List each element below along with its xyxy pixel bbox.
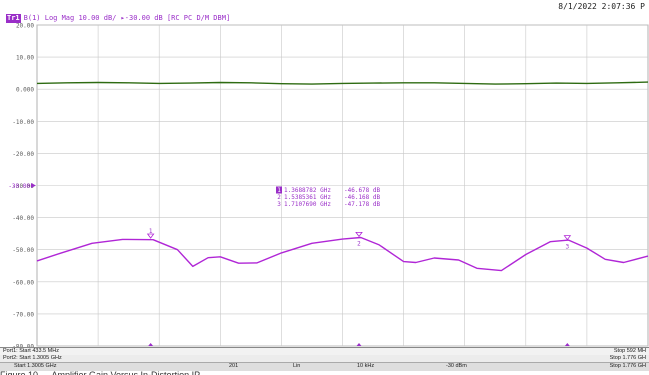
datetime-readout: 8/1/2022 2:07:36 P — [558, 2, 645, 11]
marker-table-value: -46.678 dB — [344, 187, 381, 194]
marker-table-value: -47.178 dB — [344, 201, 381, 208]
marker-triangle — [355, 231, 363, 238]
port1-start: Port1: Start 433.5 MHz — [3, 348, 59, 354]
trace-header[interactable]: Tr1 B(1) Log Mag 10.00 dB/ ▸-30.00 dB [R… — [6, 13, 230, 23]
sweep-points: 201 — [229, 363, 239, 369]
footer-sweep-row: Start 1.3005 GHz 201 Lin 10 kHz -30 dBm … — [0, 362, 649, 371]
marker-table-active-highlight — [276, 186, 282, 194]
port1-stop: Stop 592 MH — [613, 348, 646, 354]
marker-triangle — [563, 235, 572, 241]
marker-table-frequency: 1.5385361 GHz — [284, 194, 331, 201]
sweep-scale: Lin — [293, 363, 301, 369]
footer-port2-row: Port2: Start 1.3005 GHz Stop 1.776 GH — [0, 355, 649, 362]
y-tick-label: -30.00 — [12, 183, 34, 190]
marker-table-id: 1 — [277, 187, 281, 194]
marker-axis-indicator — [148, 343, 154, 346]
reference-level-arrow — [31, 183, 36, 188]
marker-table-frequency: 1.7107690 GHz — [284, 201, 331, 208]
port2-stop: Stop 1.776 GH — [609, 355, 646, 361]
sweep-start: Start 1.3005 GHz — [14, 363, 57, 369]
marker-label: 3 — [566, 244, 570, 251]
marker-axis-indicator — [356, 343, 362, 346]
reference-level-label: -30.00 — [8, 183, 30, 190]
marker-triangle — [146, 233, 155, 239]
sweep-power: -30 dBm — [446, 363, 467, 369]
y-tick-label: -20.00 — [12, 151, 34, 158]
marker-table-frequency: 1.3688782 GHz — [284, 187, 331, 194]
sweep-stop: Stop 1.776 GH — [609, 363, 646, 369]
figure-caption: Figure 10 — Amplifier Gain Versus In-Dis… — [0, 370, 207, 375]
marker-table-value: -46.168 dB — [344, 194, 381, 201]
y-tick-label: 0.000 — [16, 87, 34, 94]
y-tick-label: -60.00 — [12, 279, 34, 286]
footer-port1-row: Port1: Start 433.5 MHz Stop 592 MH — [0, 347, 649, 355]
y-tick-label: -70.00 — [12, 311, 34, 318]
y-tick-label: 10.00 — [16, 55, 34, 62]
port2-start: Port2: Start 1.3005 GHz — [3, 355, 62, 361]
marker-label: 2 — [357, 240, 361, 247]
y-tick-label: -50.00 — [12, 247, 34, 254]
y-tick-label: 20.00 — [16, 23, 34, 30]
measurement-chart[interactable]: 20.00 10.00 0.000 -10.00 -20.00 -30.00 -40.00 -… — [0, 0, 649, 347]
marker-table-id: 2 — [277, 194, 281, 201]
marker-label: 1 — [149, 228, 153, 235]
trace-settings: B(1) Log Mag 10.00 dB/ ▸-30.00 dB [RC PC… — [23, 14, 231, 22]
sweep-ifbw: 10 kHz — [357, 363, 375, 369]
trace-magenta — [36, 236, 649, 272]
y-tick-label: -40.00 — [12, 215, 34, 222]
marker-table-id: 3 — [277, 201, 281, 208]
y-tick-label: -80.00 — [12, 344, 34, 348]
y-tick-label: -10.00 — [12, 119, 34, 126]
marker-axis-indicator — [564, 343, 570, 346]
trace-badge[interactable]: Tr1 — [6, 13, 21, 23]
trace-green — [36, 81, 649, 85]
